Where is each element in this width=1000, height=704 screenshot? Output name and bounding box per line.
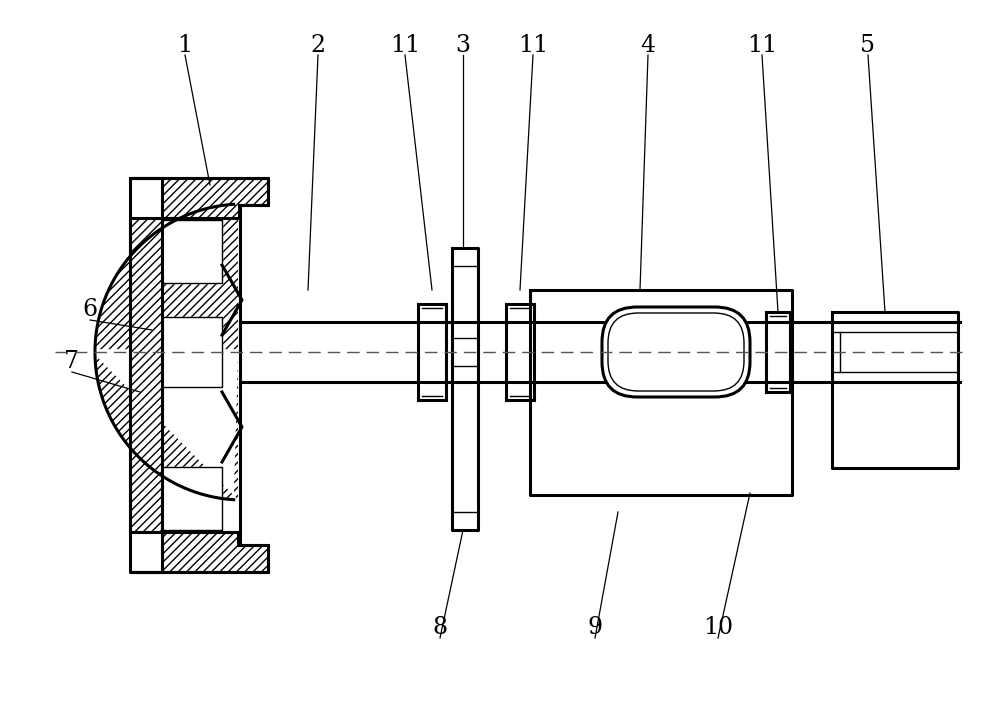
Text: 11: 11 — [518, 34, 548, 56]
Text: 11: 11 — [747, 34, 777, 56]
Polygon shape — [130, 178, 268, 218]
Polygon shape — [130, 178, 268, 572]
Text: 11: 11 — [390, 34, 420, 56]
Polygon shape — [162, 467, 222, 530]
Text: 8: 8 — [432, 617, 448, 639]
FancyBboxPatch shape — [602, 307, 750, 397]
Polygon shape — [832, 312, 958, 468]
Text: 10: 10 — [703, 617, 733, 639]
Polygon shape — [130, 532, 268, 572]
Polygon shape — [452, 248, 478, 530]
Text: 3: 3 — [456, 34, 471, 56]
Text: 1: 1 — [177, 34, 193, 56]
Polygon shape — [530, 290, 792, 495]
Polygon shape — [162, 317, 222, 387]
Polygon shape — [130, 218, 162, 532]
Text: 2: 2 — [310, 34, 326, 56]
Polygon shape — [162, 220, 222, 283]
Text: 9: 9 — [587, 617, 603, 639]
Polygon shape — [95, 204, 238, 349]
Polygon shape — [95, 355, 238, 500]
Text: 6: 6 — [82, 298, 98, 322]
Text: 4: 4 — [640, 34, 656, 56]
Polygon shape — [240, 322, 960, 382]
Text: 7: 7 — [64, 351, 80, 374]
Text: 5: 5 — [860, 34, 876, 56]
